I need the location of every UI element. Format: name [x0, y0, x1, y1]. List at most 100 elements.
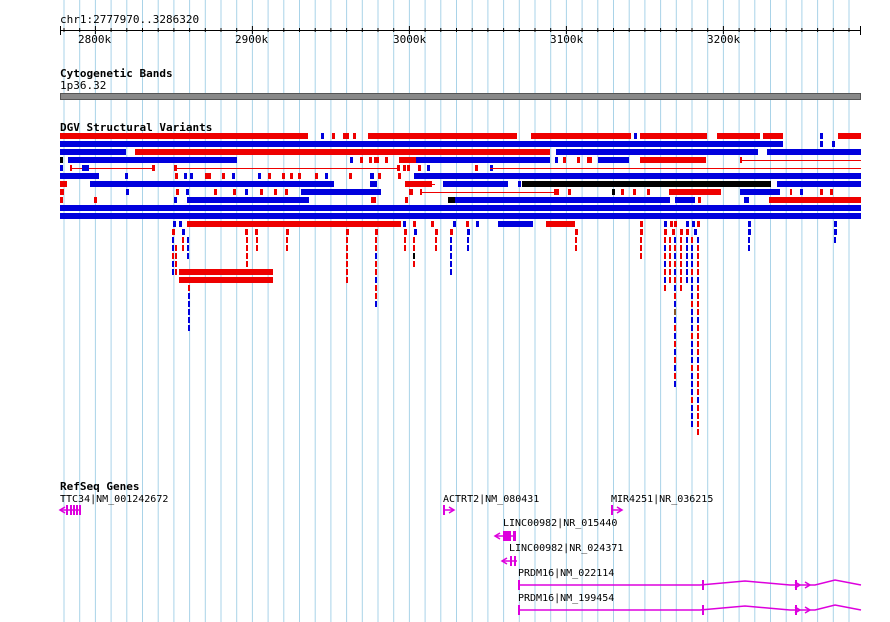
variant-bar	[691, 389, 693, 395]
dgv-variants[interactable]	[0, 0, 890, 470]
variant-bar	[674, 269, 676, 275]
variant-bar	[691, 285, 693, 291]
variant-bar	[834, 229, 837, 235]
variant-bar	[691, 373, 693, 379]
variant-bar	[686, 221, 689, 227]
variant-bar	[290, 173, 293, 179]
variant-bar	[172, 261, 174, 267]
variant-bar	[675, 197, 695, 203]
variant-bar	[664, 253, 666, 259]
variant-bar	[467, 229, 470, 235]
variant-bar	[346, 261, 348, 267]
variant-bar	[188, 285, 190, 291]
variant-bar	[664, 221, 667, 227]
variant-bar	[697, 333, 699, 339]
variant-bar	[90, 181, 334, 187]
variant-bar	[691, 397, 693, 403]
variant-bar	[176, 189, 179, 195]
ruler-tick-label: 3200k	[707, 33, 741, 46]
variant-bar	[670, 221, 673, 227]
variant-bar	[187, 237, 189, 243]
ruler-tick-label: 2800k	[78, 33, 112, 46]
variant-bar	[268, 173, 271, 179]
variant-bar	[455, 197, 670, 203]
variant-bar	[531, 133, 631, 139]
variant-bar	[414, 173, 861, 179]
variant-bar	[674, 221, 677, 227]
variant-bar	[172, 245, 174, 251]
variant-bar	[669, 277, 671, 283]
variant-bar	[179, 277, 273, 283]
variant-bar	[790, 189, 792, 195]
variant-bar	[399, 157, 416, 163]
variant-bar	[190, 173, 193, 179]
variant-bar	[680, 245, 682, 251]
variant-bar	[669, 237, 671, 243]
variant-bar	[697, 285, 699, 291]
variant-bar	[375, 301, 377, 307]
variant-bar	[60, 173, 99, 179]
variant-bar	[175, 245, 177, 251]
variant-bar	[175, 261, 177, 267]
variant-bar	[674, 253, 676, 259]
variant-bar	[697, 397, 699, 403]
variant-bar	[172, 237, 174, 243]
variant-bar	[246, 253, 248, 259]
variant-bar	[349, 173, 352, 179]
variant-bar	[343, 133, 349, 139]
variant-bar	[413, 221, 416, 227]
variant-bar	[664, 237, 666, 243]
variant-bar	[556, 149, 758, 155]
variant-bar	[674, 261, 676, 267]
variant-bar	[175, 269, 177, 275]
variant-bar	[621, 189, 624, 195]
variant-bar	[303, 133, 308, 139]
variant-bar	[691, 317, 693, 323]
variant-bar	[686, 261, 688, 267]
variant-bar	[697, 357, 699, 363]
variant-bar	[371, 197, 376, 203]
variant-bar	[674, 237, 676, 243]
variant-bar	[222, 173, 225, 179]
variant-bar	[255, 229, 258, 235]
variant-bar	[568, 189, 571, 195]
variant-bar	[763, 133, 783, 139]
ruler-tick-label: 2900k	[235, 33, 269, 46]
variant-bar	[748, 221, 751, 227]
ruler[interactable]	[0, 0, 890, 50]
variant-bar	[740, 157, 742, 163]
variant-bar	[135, 149, 420, 155]
variant-bar	[172, 253, 174, 259]
variant-bar	[286, 245, 288, 251]
variant-bar	[174, 165, 177, 171]
variant-bar	[686, 245, 688, 251]
variant-bar	[674, 333, 676, 339]
variant-bar	[466, 221, 469, 227]
variant-bar	[188, 325, 190, 331]
variant-bar	[686, 269, 688, 275]
variant-bar	[680, 237, 682, 243]
variant-bar	[448, 197, 455, 203]
variant-bar	[187, 253, 189, 259]
variant-bar	[820, 141, 823, 147]
variant-bar	[832, 141, 835, 147]
variant-bar	[674, 357, 676, 363]
variant-bar	[691, 349, 693, 355]
variant-bar	[674, 309, 676, 315]
variant-bar	[246, 261, 248, 267]
variant-bar	[435, 229, 438, 235]
variant-bar	[420, 149, 550, 155]
variant-bar	[350, 157, 353, 163]
cytoband-1p36-32[interactable]	[60, 93, 861, 100]
gene-label-mir4251: MIR4251|NR_036215	[611, 494, 714, 505]
variant-bar	[413, 237, 415, 243]
variant-bar	[435, 237, 437, 243]
locus-label: chr1:2777970..3286320	[60, 13, 200, 26]
cytoband-label: 1p36.32	[60, 79, 107, 92]
variant-bar	[353, 133, 356, 139]
variant-bar	[640, 245, 642, 251]
ruler-tick-label: 3100k	[550, 33, 584, 46]
ruler-axis	[60, 30, 861, 31]
variant-bar	[777, 181, 861, 187]
variant-bar	[182, 237, 184, 243]
